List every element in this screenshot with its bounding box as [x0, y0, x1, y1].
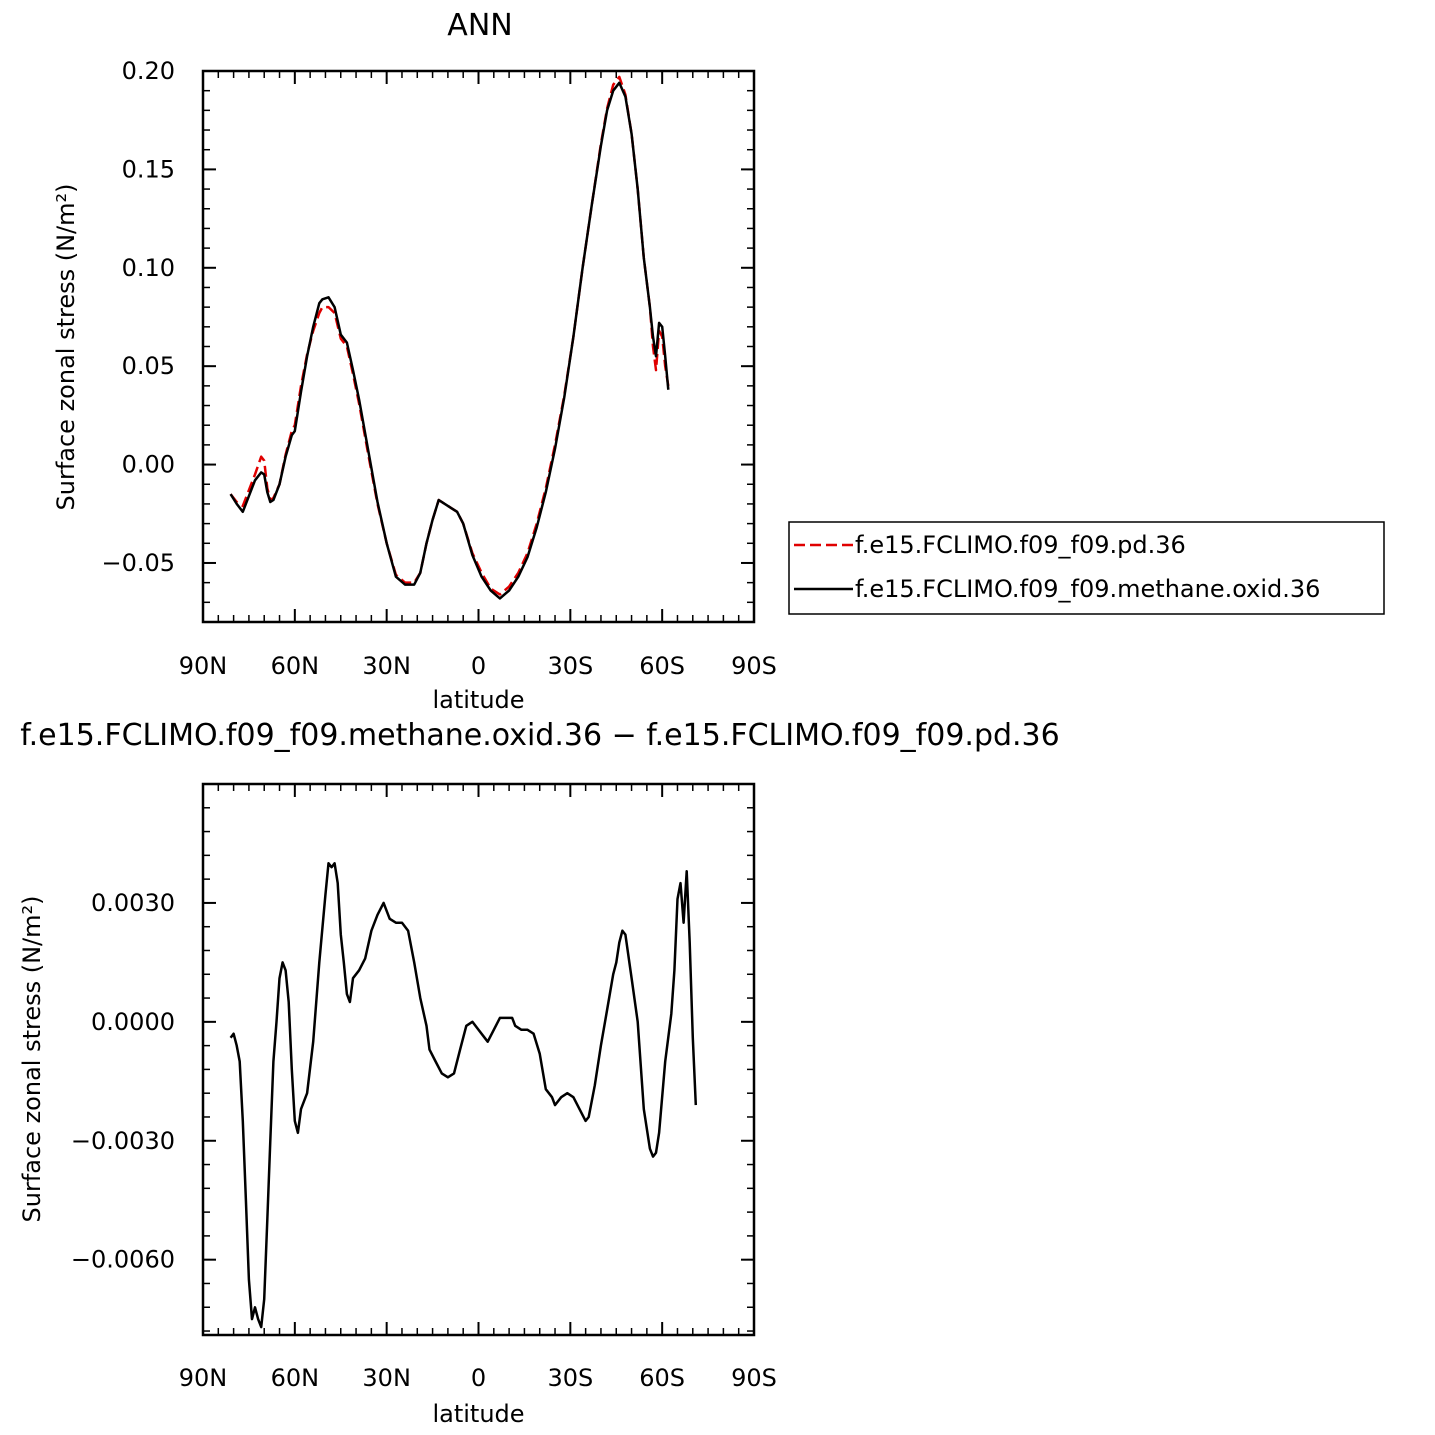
series-line-0-0	[229, 75, 670, 596]
x-tick-label: 30N	[362, 1364, 411, 1392]
plot-frame	[201, 782, 756, 1337]
x-tick-label: 90S	[731, 1364, 777, 1392]
x-tick-label: 60S	[639, 652, 685, 680]
x-tick-label: 90N	[179, 652, 228, 680]
x-tick-label: 90N	[179, 1364, 228, 1392]
y-tick-label: 0.00	[122, 451, 175, 479]
bottom-panel: f.e15.FCLIMO.f09_f09.methane.oxid.36 − f…	[18, 718, 1060, 1428]
y-tick-label: 0.20	[122, 57, 175, 85]
chart-title: ANN	[447, 8, 512, 43]
legend: f.e15.FCLIMO.f09_f09.pd.36 f.e15.FCLIMO.…	[788, 521, 1385, 615]
series-line-0-1	[229, 81, 670, 600]
y-tick-label: 0.05	[122, 352, 175, 380]
y-axis-label: Surface zonal stress (N/m²)	[18, 896, 46, 1223]
x-tick-label: 30S	[547, 652, 593, 680]
x-tick-label: 60N	[271, 652, 320, 680]
series-line-1-0	[229, 862, 698, 1329]
legend-label-methane-oxid: f.e15.FCLIMO.f09_f09.methane.oxid.36	[855, 575, 1320, 603]
y-tick-label: −0.0060	[71, 1246, 175, 1274]
x-tick-label: 0	[471, 1364, 486, 1392]
y-tick-label: −0.05	[101, 549, 175, 577]
x-tick-label: 60S	[639, 1364, 685, 1392]
y-tick-label: 0.10	[122, 254, 175, 282]
y-tick-label: 0.0030	[91, 889, 175, 917]
x-axis-label: latitude	[432, 686, 524, 714]
x-tick-label: 90S	[731, 652, 777, 680]
y-tick-label: 0.15	[122, 155, 175, 183]
y-tick-label: 0.0000	[91, 1008, 175, 1036]
x-tick-label: 30S	[547, 1364, 593, 1392]
x-tick-label: 0	[471, 652, 486, 680]
x-axis-label: latitude	[432, 1400, 524, 1428]
legend-box	[788, 521, 1385, 615]
legend-label-pd: f.e15.FCLIMO.f09_f09.pd.36	[855, 531, 1186, 559]
chart-title: f.e15.FCLIMO.f09_f09.methane.oxid.36 − f…	[20, 718, 1059, 753]
x-tick-label: 60N	[271, 1364, 320, 1392]
top-panel: ANN 90N 60N 30N 0 30S 60S 90S 0.20 0.15 0.10 0.05 0.…	[52, 8, 777, 714]
x-tick-label: 30N	[362, 652, 411, 680]
plot-frame	[201, 69, 756, 624]
y-axis-label: Surface zonal stress (N/m²)	[52, 184, 80, 511]
y-tick-label: −0.0030	[71, 1127, 175, 1155]
